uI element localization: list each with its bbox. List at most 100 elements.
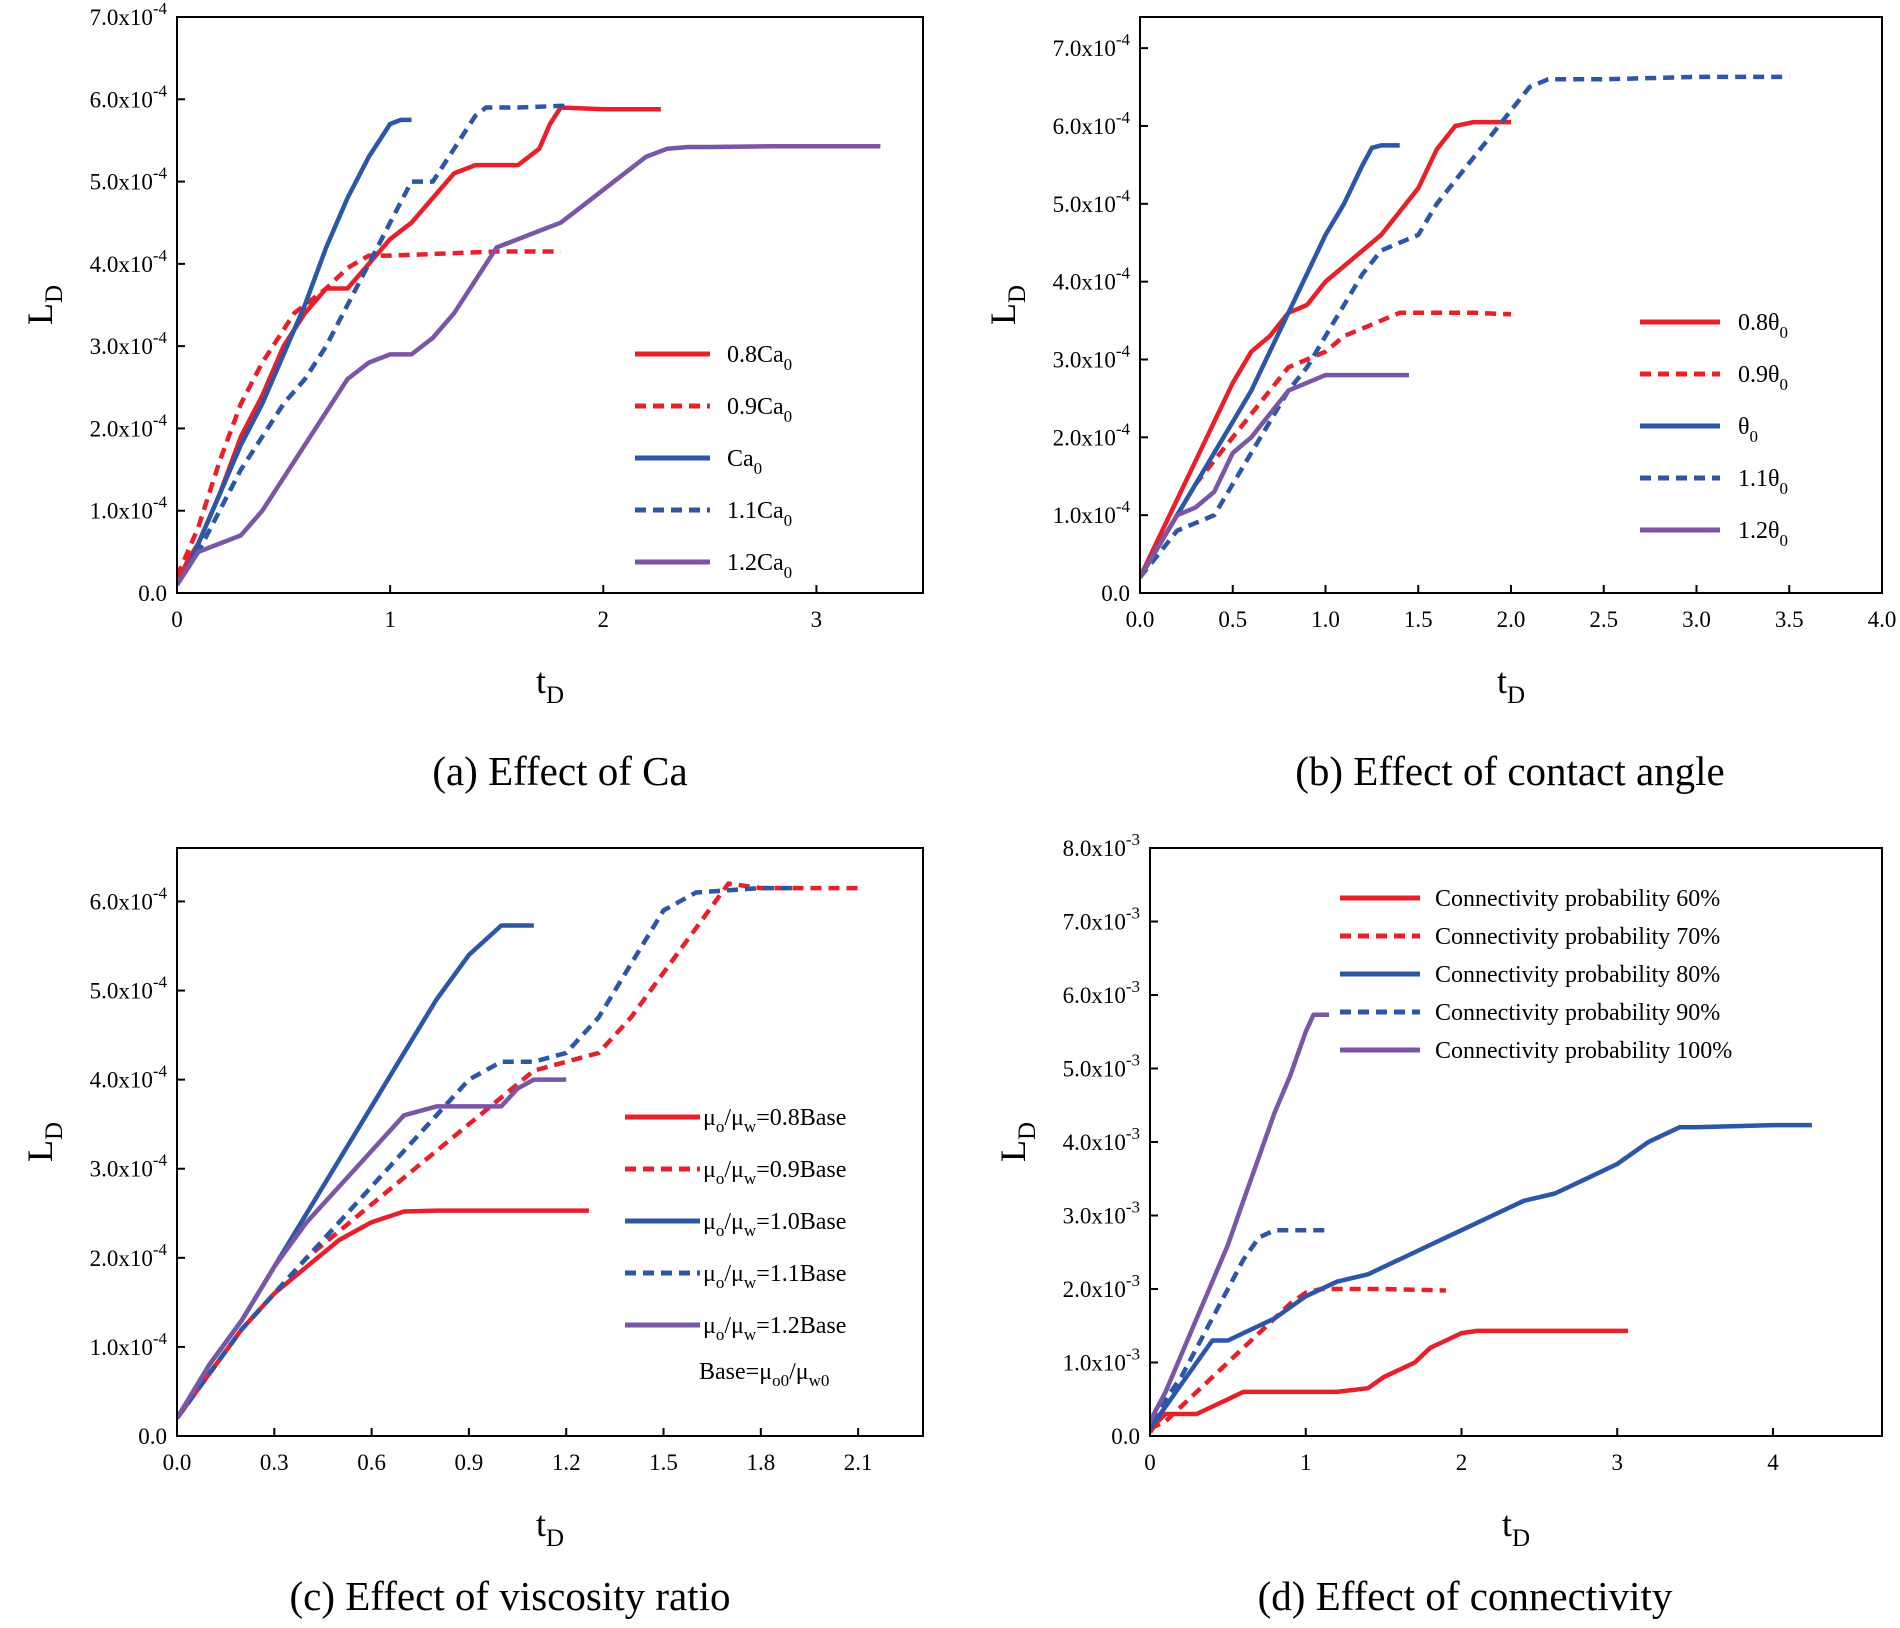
panel-d-chart: 0 1 2 3 4 0.0 1.0x10-3 2.0x10-3 3.0x10-3 4.0x10-3… [993,830,1883,1619]
y-tick-label: 4.0x10-4 [90,246,168,277]
x-tick-label: 0.0 [163,1450,192,1475]
legend: μo/μw=0.8Base μo/μw=0.9Base μo/μw=1.0Base μ… [625,1105,846,1390]
x-tick-label: 2.5 [1589,607,1618,632]
y-tick-label: 0.0 [1101,581,1130,606]
x-tick-label: 1 [384,607,396,632]
y-tick-label: 2.0x10-4 [90,1240,168,1271]
series-lines [177,881,859,1420]
series-line-2 [1150,1286,1446,1431]
x-axis-title: tD [536,661,564,709]
series-lines [1140,74,1790,579]
legend-label: μo/μw=0.9Base [703,1157,846,1188]
y-tick-label: 8.0x10-3 [1063,830,1140,861]
panel-caption: (c) Effect of viscosity ratio [290,1573,731,1619]
legend-note: Base=μo0/μw0 [699,1359,829,1390]
legend-label: θ0 [1738,414,1758,446]
x-tick-label: 1.5 [1404,607,1433,632]
series-line-2 [177,249,561,578]
y-tick-label: 0.0 [1111,1424,1140,1449]
series-line-2 [1140,310,1512,579]
y-tick-label: 3.0x10-3 [1063,1198,1140,1229]
series-line-5 [1140,372,1409,579]
y-tick-label: 7.0x10-4 [1053,30,1131,61]
series-line-3 [1140,143,1400,579]
legend-label: Connectivity probability 70% [1435,924,1720,950]
series-line-5 [177,143,881,587]
series-line-2 [177,881,859,1420]
series-line-4 [177,103,572,587]
y-tick-label: 0.0 [138,581,167,606]
y-tick-label: 3.0x10-4 [90,328,168,359]
x-tick-label: 0.5 [1218,607,1247,632]
y-tick-label: 6.0x10-4 [1053,108,1131,139]
x-tick-label: 1.8 [746,1450,775,1475]
x-tick-label: 4 [1767,1450,1779,1475]
y-tick-label: 5.0x10-4 [90,164,168,195]
y-tick-label: 6.0x10-3 [1063,977,1140,1008]
legend-label: Connectivity probability 100% [1435,1038,1732,1064]
legend-label: Connectivity probability 90% [1435,1000,1720,1026]
x-tick-label: 3 [1611,1450,1623,1475]
x-tick-label: 1.0 [1311,607,1340,632]
series-line-3 [177,117,412,587]
x-tick-label: 1 [1300,1450,1312,1475]
y-tick-label: 4.0x10-4 [1053,264,1131,295]
y-tick-label: 3.0x10-4 [1053,341,1131,372]
y-tick-label: 5.0x10-4 [90,973,168,1004]
x-tick-label: 0 [171,607,183,632]
y-tick-label: 6.0x10-4 [90,81,168,112]
legend-label: 0.9θ0 [1738,362,1788,394]
x-tick-label: 0 [1144,1450,1156,1475]
y-tick-label: 5.0x10-3 [1063,1051,1140,1082]
x-tick-label: 0.9 [455,1450,484,1475]
x-tick-label: 1.2 [552,1450,581,1475]
y-tick-label: 2.0x10-4 [90,410,168,441]
x-tick-label: 3 [811,607,823,632]
legend-label: 1.2Ca0 [727,550,792,582]
series-line-4 [1150,1227,1330,1423]
panel-caption: (b) Effect of contact angle [1295,748,1725,794]
legend-label: 0.8Ca0 [727,342,792,374]
plot-frame [176,847,924,1437]
y-tick-label: 4.0x10-3 [1063,1124,1140,1155]
legend: 0.8θ0 0.9θ0 θ0 1.1θ0 1.2θ0 [1640,310,1788,550]
y-tick-label: 3.0x10-4 [90,1151,168,1182]
x-tick-label: 2 [598,607,610,632]
y-axis-title: LD [983,285,1031,325]
x-axis-title: tD [536,1504,564,1552]
series-line-4 [177,885,794,1420]
series-line-3 [1150,1122,1812,1430]
legend-label: μo/μw=1.1Base [703,1261,846,1292]
y-tick-label: 5.0x10-4 [1053,186,1131,217]
x-axis-title: tD [1502,1504,1530,1552]
y-tick-label: 1.0x10-3 [1063,1345,1140,1376]
x-tick-label: 2.1 [844,1450,873,1475]
x-tick-label: 1.5 [649,1450,678,1475]
series-line-4 [1140,74,1790,579]
legend: Connectivity probability 60% Connectivity… [1340,886,1732,1064]
legend-label: μo/μw=0.8Base [703,1105,846,1136]
legend: 0.8Ca0 0.9Ca0 Ca0 1.1Ca0 1.2Ca0 [635,342,792,582]
series-lines [177,103,881,587]
series-line-5 [1150,1012,1330,1423]
legend-label: 1.1Ca0 [727,498,792,530]
legend-label: Connectivity probability 80% [1435,962,1720,988]
panel-a-chart: 0 1 2 3 0.0 1.0x10-4 2.0x10-4 3.0x10-4 4.0x10-4 5… [20,0,924,794]
legend-label: 1.2θ0 [1738,518,1788,550]
series-line-1 [177,1208,589,1420]
legend-label: 0.8θ0 [1738,310,1788,342]
y-tick-label: 1.0x10-4 [90,493,168,524]
x-tick-label: 0.0 [1126,607,1155,632]
legend-label: Ca0 [727,446,762,478]
x-tick-label: 3.5 [1775,607,1804,632]
legend-label: Connectivity probability 60% [1435,886,1720,912]
y-tick-label: 2.0x10-4 [1053,419,1131,450]
y-tick-label: 7.0x10-3 [1063,904,1140,935]
panel-caption: (d) Effect of connectivity [1258,1573,1673,1619]
legend-label: μo/μw=1.2Base [703,1313,846,1344]
x-tick-label: 4.0 [1868,607,1897,632]
series-line-1 [1140,119,1511,579]
series-lines [1150,1012,1812,1434]
x-tick-label: 2 [1456,1450,1468,1475]
